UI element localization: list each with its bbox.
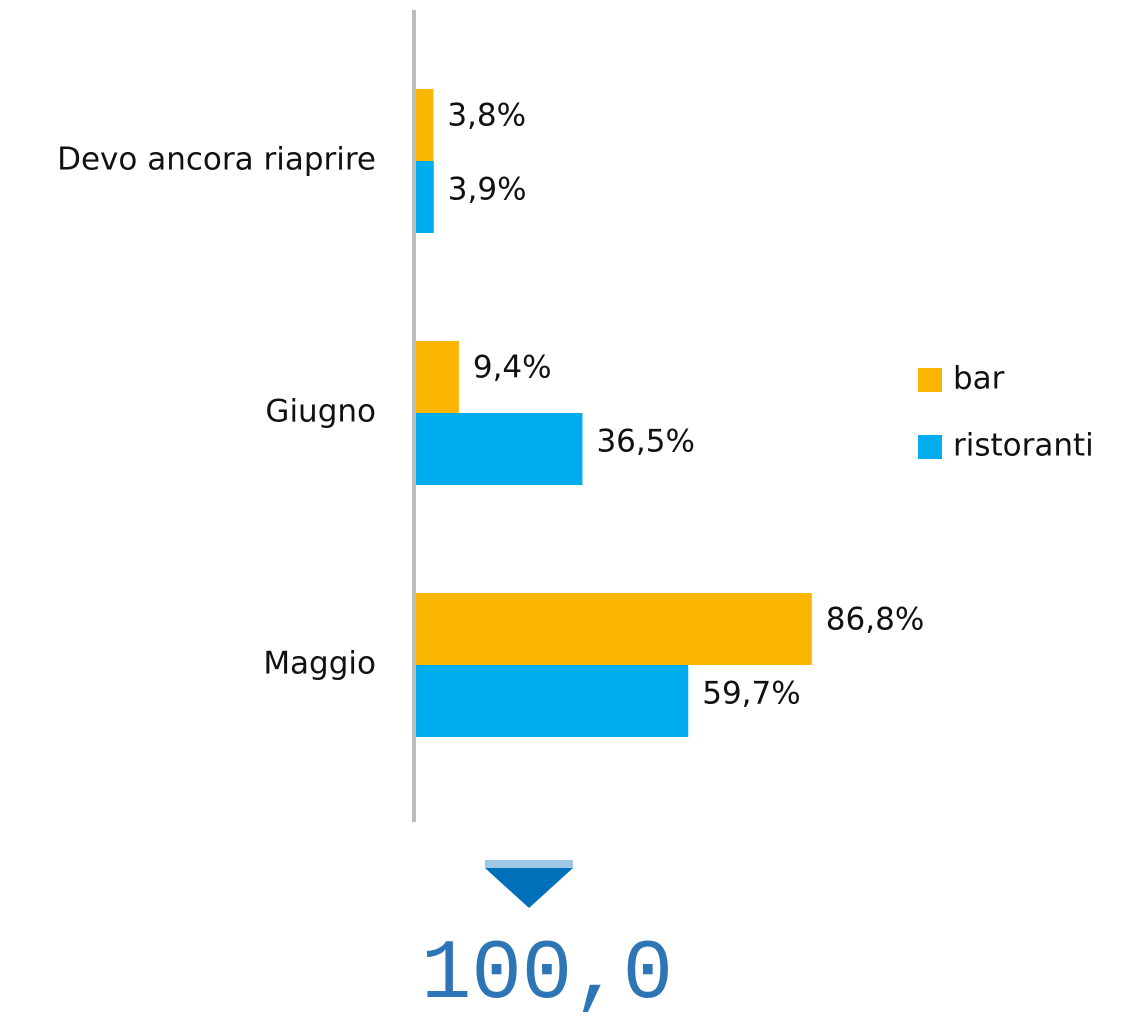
value-label: 36,5%	[596, 424, 694, 460]
bar	[416, 161, 434, 233]
bar	[416, 413, 583, 485]
value-label: 9,4%	[473, 350, 552, 386]
category-label: Giugno	[265, 394, 376, 430]
value-label: 3,9%	[448, 172, 527, 208]
annotation: 100,0	[421, 928, 673, 1015]
legend-swatch	[918, 435, 942, 459]
legend-label: bar	[953, 361, 1005, 397]
value-label: 86,8%	[826, 602, 924, 638]
bar	[416, 341, 459, 413]
value-label: 3,8%	[447, 98, 526, 134]
legend-swatch	[918, 368, 942, 392]
down-arrow	[485, 868, 573, 908]
legend-label: ristoranti	[953, 428, 1094, 464]
arrow-band	[485, 860, 573, 868]
category-label: Devo ancora riaprire	[57, 142, 376, 178]
bar	[416, 89, 434, 161]
category-label: Maggio	[263, 646, 376, 682]
value-label: 59,7%	[702, 676, 800, 712]
bar	[416, 593, 812, 665]
bar	[416, 665, 689, 737]
